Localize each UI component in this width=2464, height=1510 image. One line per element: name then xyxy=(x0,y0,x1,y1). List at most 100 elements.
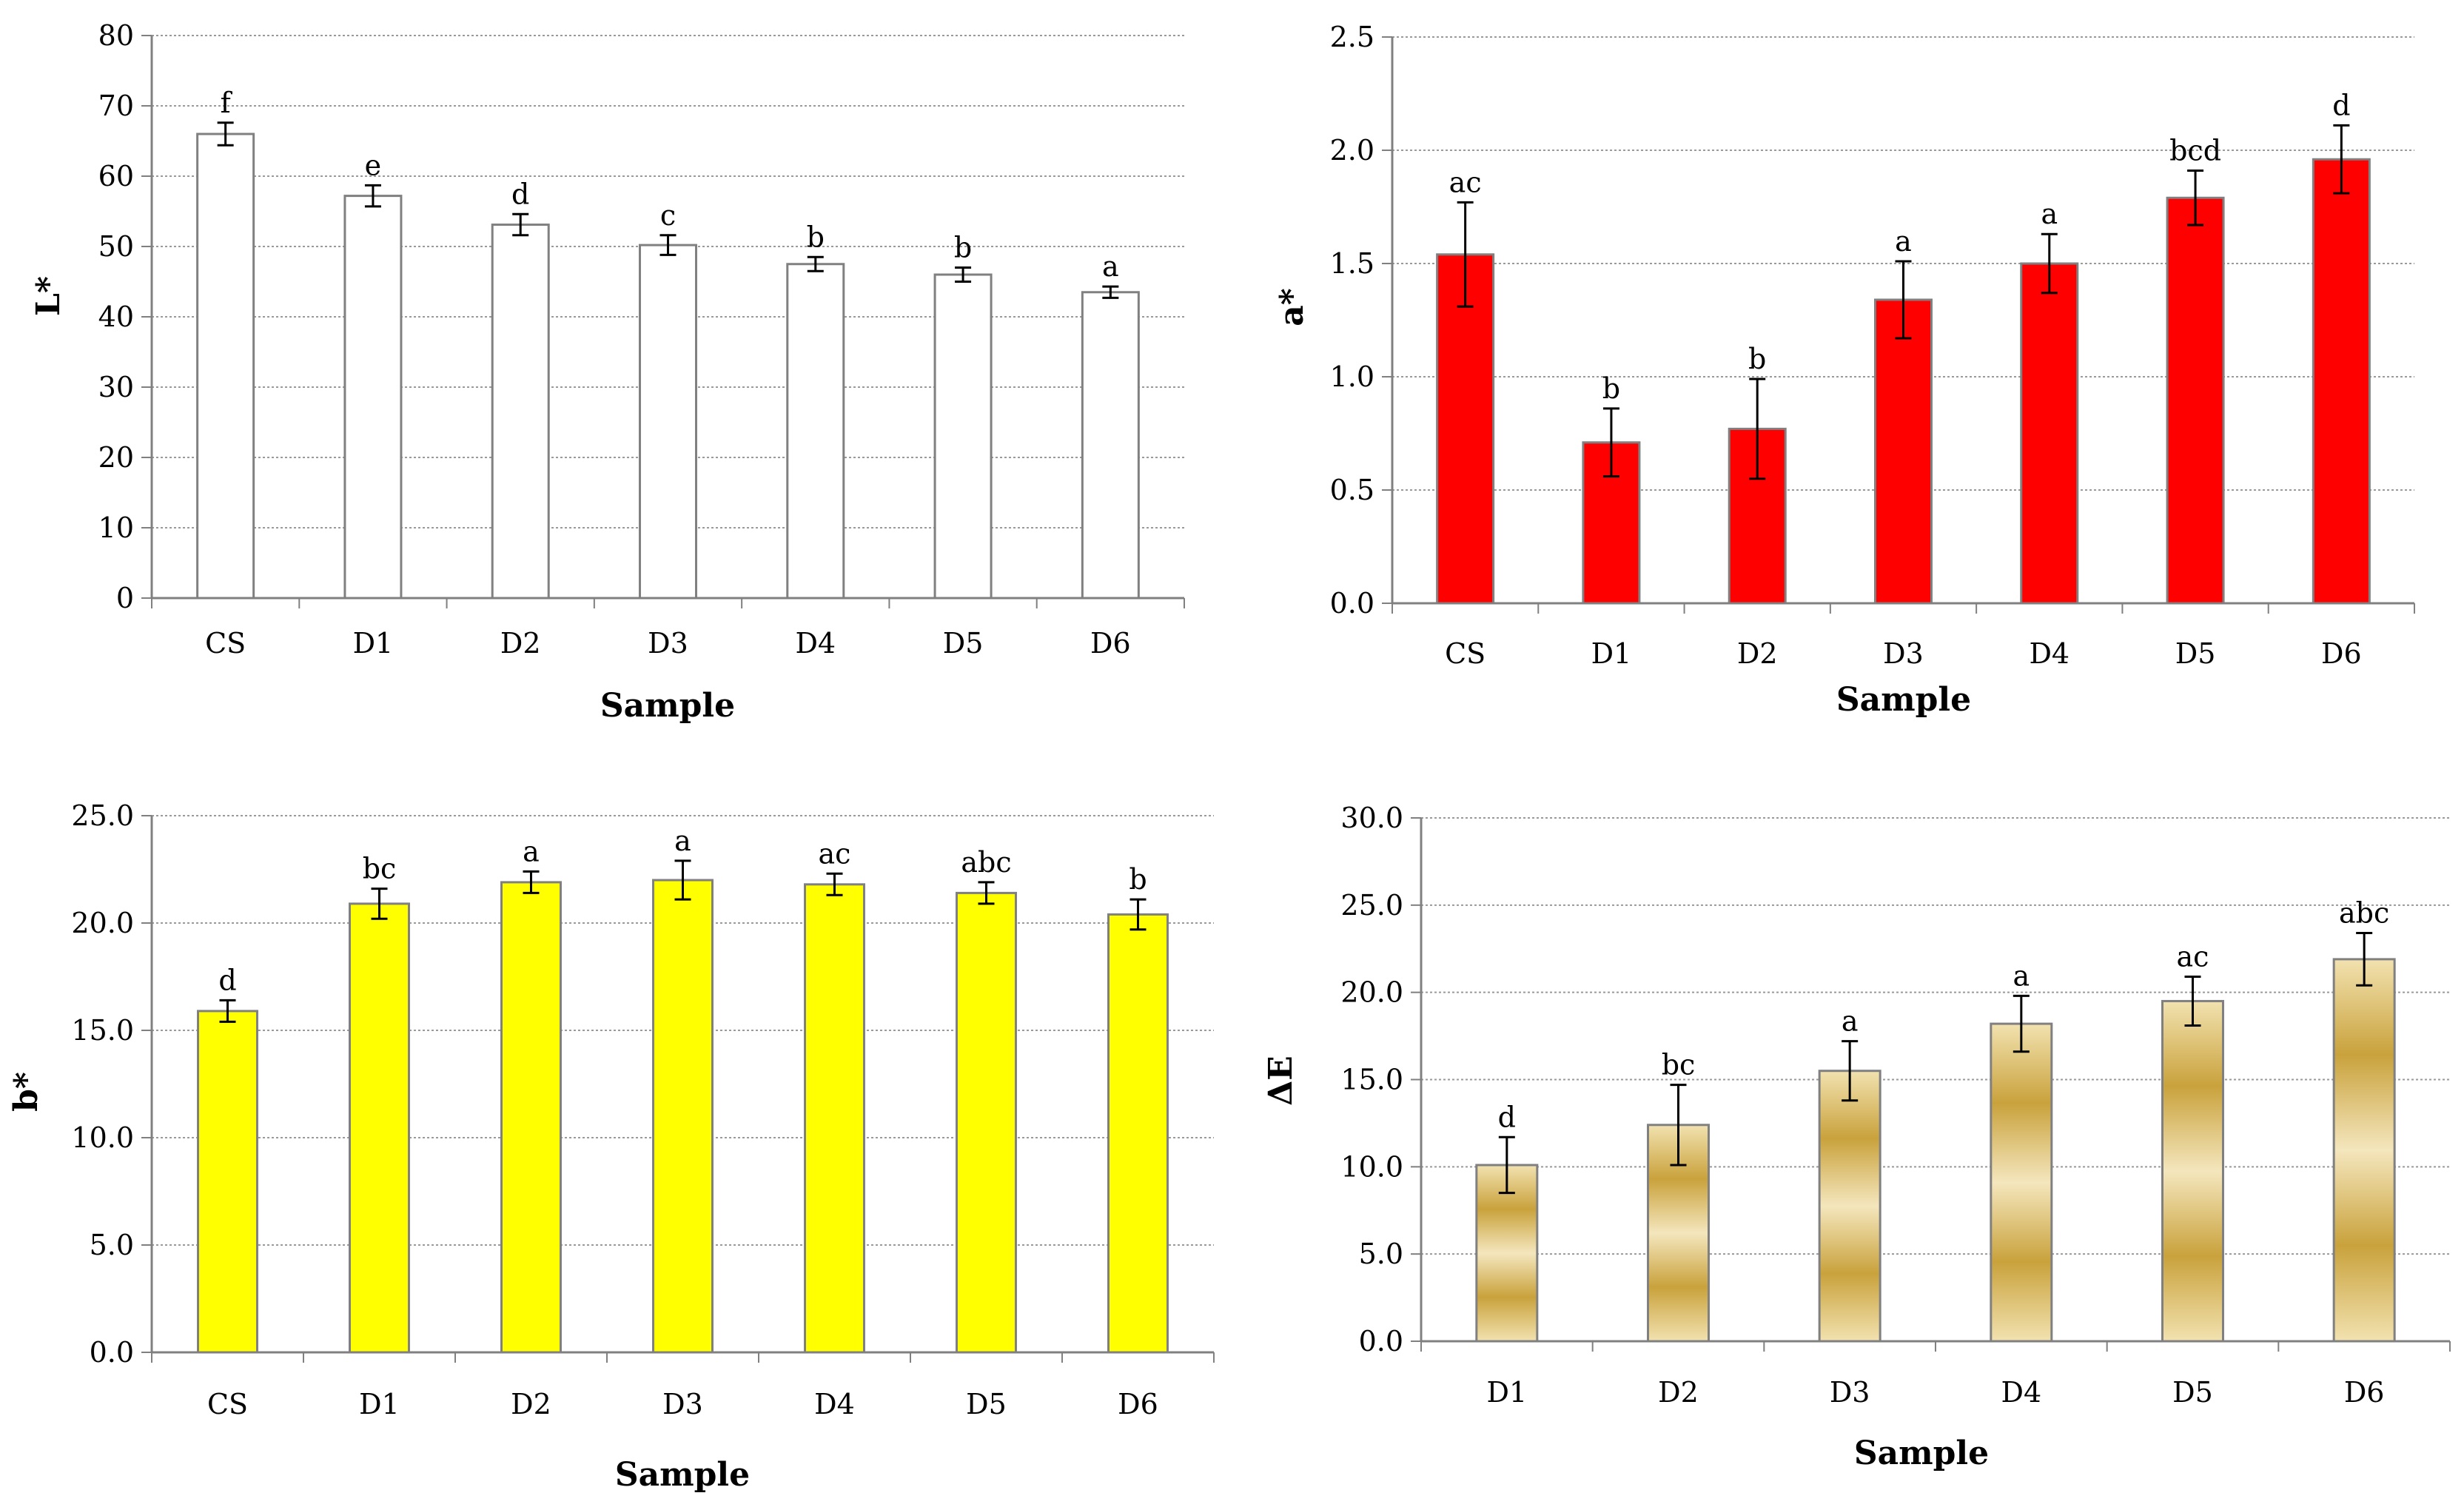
b-star-y-axis-title: b* xyxy=(7,1072,45,1112)
a-star-y-tick-label: 0.5 xyxy=(1330,474,1374,506)
delta-e-y-axis-title: ΔE xyxy=(1262,1056,1300,1106)
panel-l-star: 0 10 20 30 40 50 60 70 80 f CS e D1 d D2 c D3 b D4 b D5 a D6 L… xyxy=(30,19,1185,725)
b-star-significance-label: b xyxy=(1129,863,1147,896)
delta-e-y-tick-label: 5.0 xyxy=(1359,1238,1403,1270)
l-star-significance-label: b xyxy=(954,232,972,264)
delta-e-category-label: D3 xyxy=(1830,1376,1870,1409)
delta-e-significance-label: d xyxy=(1498,1101,1516,1133)
delta-e-category-label: D6 xyxy=(2344,1376,2385,1409)
delta-e-bar-d6 xyxy=(2332,958,2396,1343)
delta-e-bar-d3 xyxy=(1818,1070,1881,1343)
l-star-plot: 0 10 20 30 40 50 60 70 80 f CS e D1 d D2 c D3 b D4 b D5 a D6 xyxy=(98,19,1185,660)
a-star-category-label: D1 xyxy=(1591,637,1632,670)
delta-e-plot: 0.0 5.0 10.0 15.0 20.0 25.0 30.0 d D1 bc D2 a D3 a D4 a… xyxy=(1340,802,2451,1409)
a-star-y-tick-label: 2.5 xyxy=(1330,21,1374,53)
b-star-y-tick-label: 5.0 xyxy=(90,1229,134,1261)
delta-e-category-label: D2 xyxy=(1658,1376,1699,1409)
b-star-x-axis-title: Sample xyxy=(615,1456,750,1494)
l-star-significance-label: d xyxy=(511,178,529,210)
l-star-y-tick-label: 70 xyxy=(98,90,134,122)
a-star-y-tick-label: 1.0 xyxy=(1330,360,1374,393)
a-star-category-label: D6 xyxy=(2321,637,2362,670)
l-star-y-tick-label: 80 xyxy=(98,19,134,52)
l-star-y-tick-label: 20 xyxy=(98,441,134,474)
b-star-category-label: D3 xyxy=(662,1388,703,1420)
b-star-y-tick-label: 0.0 xyxy=(90,1336,134,1369)
l-star-bar-d5 xyxy=(933,273,993,600)
b-star-bar-d4 xyxy=(804,883,865,1354)
delta-e-significance-label: bc xyxy=(1662,1049,1696,1081)
l-star-y-tick-label: 10 xyxy=(98,511,134,544)
l-star-bar-d3 xyxy=(639,244,697,600)
l-star-bar-d4 xyxy=(786,263,845,600)
delta-e-category-label: D5 xyxy=(2172,1376,2213,1409)
delta-e-category-label: D1 xyxy=(1487,1376,1528,1409)
b-star-category-label: CS xyxy=(207,1388,248,1420)
a-star-category-label: D3 xyxy=(1883,637,1924,670)
l-star-bar-cs xyxy=(196,132,255,600)
l-star-significance-label: f xyxy=(221,87,233,119)
panel-b-star: 0.0 5.0 10.0 15.0 20.0 25.0 d CS bc D1 a D2 a D3 ac D4 a… xyxy=(7,799,1215,1494)
a-star-category-label: D2 xyxy=(1737,637,1778,670)
l-star-y-tick-label: 40 xyxy=(98,301,134,333)
delta-e-significance-label: ac xyxy=(2177,940,2209,973)
a-star-significance-label: a xyxy=(1895,225,1912,258)
l-star-category-label: D4 xyxy=(795,627,836,660)
a-star-bar-d6 xyxy=(2312,158,2371,605)
l-star-category-label: D1 xyxy=(353,627,394,660)
delta-e-significance-label: a xyxy=(2013,959,2030,992)
l-star-category-label: D2 xyxy=(500,627,541,660)
b-star-category-label: D2 xyxy=(511,1388,551,1420)
delta-e-category-label: D4 xyxy=(2001,1376,2042,1409)
delta-e-x-axis-title: Sample xyxy=(1854,1434,1989,1472)
b-star-significance-label: d xyxy=(218,964,236,996)
delta-e-y-tick-label: 10.0 xyxy=(1340,1150,1403,1183)
l-star-bar-d1 xyxy=(343,195,403,600)
a-star-y-tick-label: 1.5 xyxy=(1330,247,1374,280)
b-star-significance-label: abc xyxy=(961,846,1011,879)
b-star-y-tick-label: 15.0 xyxy=(71,1014,134,1047)
delta-e-y-tick-label: 15.0 xyxy=(1340,1064,1403,1096)
a-star-significance-label: d xyxy=(2332,89,2350,121)
a-star-y-tick-label: 0.0 xyxy=(1330,587,1374,620)
a-star-significance-label: b xyxy=(1748,343,1766,375)
l-star-y-axis-title: L* xyxy=(30,276,67,316)
delta-e-bar-d2 xyxy=(1647,1124,1710,1343)
a-star-significance-label: ac xyxy=(1449,166,1482,198)
l-star-category-label: D6 xyxy=(1090,627,1131,660)
a-star-bar-d3 xyxy=(1874,298,1933,605)
panel-delta-e: 0.0 5.0 10.0 15.0 20.0 25.0 30.0 d D1 bc D2 a D3 a D4 a… xyxy=(1262,802,2451,1472)
delta-e-y-tick-label: 0.0 xyxy=(1359,1325,1403,1358)
delta-e-y-tick-label: 30.0 xyxy=(1340,802,1403,834)
b-star-bar-d1 xyxy=(349,902,410,1354)
l-star-significance-label: a xyxy=(1102,250,1119,283)
l-star-y-tick-label: 30 xyxy=(98,371,134,403)
l-star-y-tick-label: 50 xyxy=(98,230,134,263)
panel-a-star: 0.0 0.5 1.0 1.5 2.0 2.5 ac CS b D1 b D2 a D3 a D4 bcd D5 d… xyxy=(1273,21,2415,719)
b-star-category-label: D4 xyxy=(814,1388,855,1420)
l-star-significance-label: c xyxy=(660,199,676,232)
a-star-y-tick-label: 2.0 xyxy=(1330,134,1374,167)
b-star-bar-d3 xyxy=(652,879,714,1354)
l-star-bar-d2 xyxy=(491,224,550,600)
l-star-category-label: CS xyxy=(205,627,246,660)
b-star-bar-d5 xyxy=(956,891,1017,1354)
delta-e-y-tick-label: 20.0 xyxy=(1340,976,1403,1009)
b-star-significance-label: bc xyxy=(363,853,397,885)
a-star-bar-d1 xyxy=(1582,441,1641,605)
l-star-significance-label: b xyxy=(807,221,825,253)
a-star-category-label: D5 xyxy=(2175,637,2216,670)
b-star-plot: 0.0 5.0 10.0 15.0 20.0 25.0 d CS bc D1 a D2 a D3 ac D4 a… xyxy=(71,799,1215,1420)
b-star-significance-label: a xyxy=(674,825,691,857)
delta-e-bar-d5 xyxy=(2161,999,2224,1343)
a-star-significance-label: b xyxy=(1602,372,1620,405)
a-star-significance-label: a xyxy=(2041,198,2058,230)
b-star-y-tick-label: 25.0 xyxy=(71,799,134,832)
b-star-significance-label: a xyxy=(523,835,540,868)
l-star-significance-label: e xyxy=(365,149,382,181)
b-star-category-label: D6 xyxy=(1118,1388,1158,1420)
a-star-category-label: CS xyxy=(1445,637,1486,670)
l-star-category-label: D3 xyxy=(648,627,688,660)
delta-e-significance-label: a xyxy=(1842,1005,1859,1038)
